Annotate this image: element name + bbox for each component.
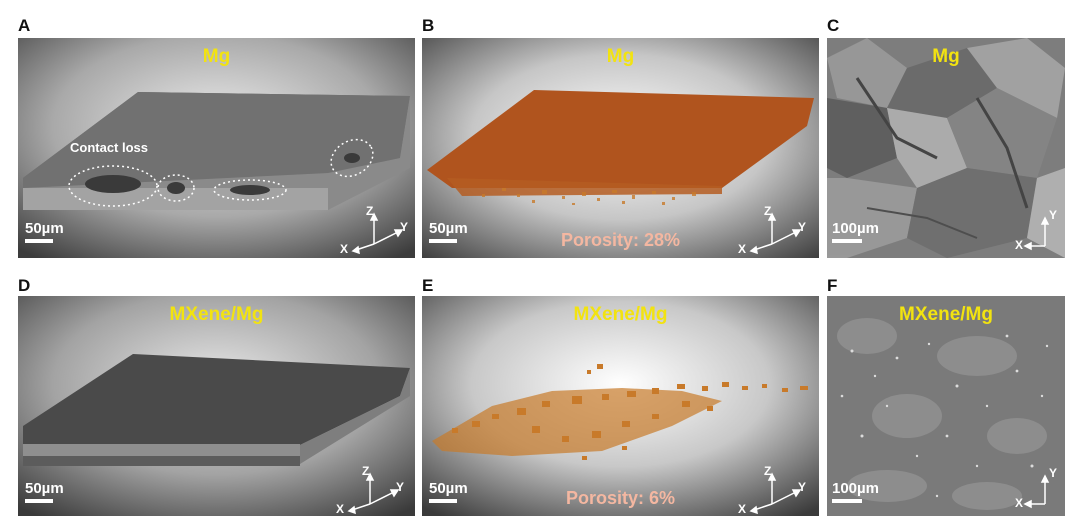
panel-letter-a: A [18, 16, 31, 35]
scalebar-line-d [25, 499, 53, 503]
pore-render-b [422, 38, 819, 258]
material-label-b: Mg [606, 46, 635, 67]
axis-z-label-b: Z [764, 204, 772, 218]
panel-letter-b: B [422, 16, 435, 35]
axes-triad-c: Y X [1015, 208, 1063, 256]
axis-y-label-d: Y [396, 480, 405, 494]
porosity-label-e: Porosity: 6% [565, 488, 676, 508]
scalebar-text-f: 100µm [832, 480, 880, 497]
material-label-d: MXene/Mg [169, 304, 264, 325]
panel-d-image: MXene/Mg 50µm Z X Y [18, 296, 415, 516]
panel-f-image: MXene/Mg 100µm Y X [827, 296, 1065, 516]
scalebar-line-b [429, 239, 457, 243]
scalebar-e: 50µm [429, 480, 468, 503]
material-label-a: Mg [202, 46, 231, 67]
sem-surface-c [827, 38, 1065, 258]
axis-x-label-b: X [738, 242, 747, 256]
material-label-c: Mg [932, 46, 960, 67]
porosity-label-b: Porosity: 28% [560, 230, 681, 250]
panel-letter-e: E [422, 276, 434, 295]
scalebar-a: 50µm [25, 220, 64, 243]
sem-surface-f [827, 296, 1065, 516]
axis-y-label-a: Y [400, 220, 409, 234]
panel-c-image: Mg 100µm Y X [827, 38, 1065, 258]
panel-letter-c: C [827, 16, 840, 35]
scalebar-text-c: 100µm [832, 220, 880, 237]
scalebar-text-b: 50µm [429, 220, 468, 237]
scalebar-text-e: 50µm [429, 480, 468, 497]
axes-triad-e: Z X Y [738, 464, 808, 516]
axis-y-label-b: Y [798, 220, 807, 234]
axes-triad-b: Z X Y [738, 204, 808, 256]
scalebar-text-d: 50µm [25, 480, 64, 497]
axes-triad-d: Z X Y [336, 464, 406, 516]
scalebar-line-e [429, 499, 457, 503]
axis-x-label-a: X [340, 242, 349, 256]
material-label-e: MXene/Mg [573, 304, 668, 325]
scalebar-b: 50µm [429, 220, 468, 243]
axes-triad-f: Y X [1015, 466, 1063, 514]
panel-a-image: Mg Contact loss 50µm Z X Y [18, 38, 415, 258]
material-label-f: MXene/Mg [899, 304, 993, 325]
axis-z-label-d: Z [362, 464, 370, 478]
ct-render-d [18, 296, 415, 516]
panel-e-image: MXene/Mg Porosity: 6% 50µm Z X Y [422, 296, 819, 516]
axis-y-label-e: Y [798, 480, 807, 494]
axis-x-label-d: X [336, 502, 345, 516]
axis-y-label-c: Y [1049, 208, 1058, 222]
panel-letter-d: D [18, 276, 31, 295]
ct-render-a [18, 38, 415, 258]
scalebar-c: 100µm [832, 220, 879, 243]
panel-letter-f: F [827, 276, 838, 295]
scalebar-line-a [25, 239, 53, 243]
axis-z-label-a: Z [366, 204, 374, 218]
panel-b-image: Mg Porosity: 28% 50µm Z X Y [422, 38, 819, 258]
axis-y-label-f: Y [1049, 466, 1058, 480]
scalebar-d: 50µm [25, 480, 64, 503]
scalebar-line-f [832, 499, 862, 503]
scalebar-line-c [832, 239, 862, 243]
axes-triad-a: Z X Y [340, 204, 410, 256]
axis-z-label-e: Z [764, 464, 772, 478]
pore-render-e [422, 296, 819, 516]
axis-x-label-e: X [738, 502, 747, 516]
axis-x-label-c: X [1015, 238, 1024, 252]
contact-loss-label: Contact loss [70, 140, 149, 155]
axis-x-label-f: X [1015, 496, 1024, 510]
scalebar-f: 100µm [832, 480, 879, 503]
scalebar-text-a: 50µm [25, 220, 64, 237]
